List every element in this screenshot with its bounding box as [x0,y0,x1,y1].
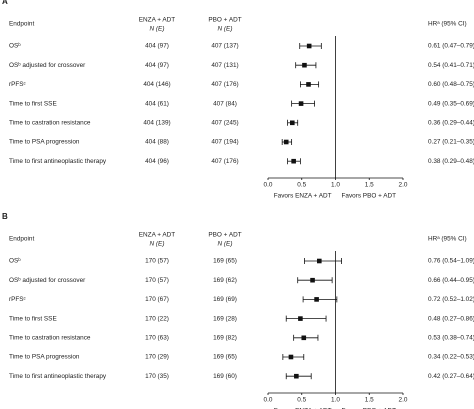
endpoint-label: OSᵇ adjusted for crossover [9,277,86,284]
column-subheader: N (E) [150,26,165,33]
arm1-count: 170 (22) [145,315,169,322]
hr-point [288,354,294,360]
x-tick-label: 1.0 [331,182,340,189]
favors-right: Favors PBO + ADT [342,193,397,200]
hr-label: 0.27 (0.21–0.35) [428,139,474,146]
hr-label: 0.36 (0.29–0.44) [428,119,474,126]
column-subheader: N (E) [150,241,165,248]
hr-point [283,139,289,145]
x-tick-label: 1.5 [365,397,374,404]
column-header: Endpoint [9,236,34,243]
hr-label: 0.76 (0.54–1.09) [428,258,474,265]
arm2-count: 407 (176) [211,158,238,165]
arm2-count: 169 (69) [213,296,237,303]
hr-point [301,335,307,341]
column-header: Endpoint [9,21,34,28]
hr-label: 0.54 (0.41–0.71) [428,62,474,69]
favors-right: Favors PBO + ADT [342,408,397,409]
hr-point [302,62,307,68]
hr-point [298,101,304,106]
hr-label: 0.72 (0.52–1.02) [428,296,474,303]
hr-point [290,120,295,126]
column-subheader: N (E) [218,26,233,33]
endpoint-label: Time to first SSE [9,100,57,107]
column-header: HRᵃ (95% CI) [428,21,467,28]
x-tick-label: 0.5 [297,397,306,404]
arm2-count: 169 (65) [213,258,237,265]
hr-label: 0.42 (0.27–0.64) [428,373,474,380]
arm1-count: 170 (29) [145,354,169,361]
x-tick-label: 1.0 [331,397,340,404]
column-header: ENZA + ADT [139,17,175,24]
column-header: HRᵃ (95% CI) [428,236,467,243]
hr-label: 0.60 (0.48–0.75) [428,81,474,88]
hr-point [298,316,303,321]
hr-label: 0.34 (0.22–0.53) [428,354,474,361]
column-header: PBO + ADT [208,17,241,24]
x-tick-label: 0.5 [297,182,306,189]
endpoint-label: OSᵇ adjusted for crossover [9,62,86,69]
arm2-count: 407 (137) [211,43,238,50]
arm2-count: 169 (60) [213,373,237,380]
arm1-count: 404 (88) [145,139,169,146]
panel-label: B [2,212,8,221]
arm1-count: 404 (146) [143,81,170,88]
hr-label: 0.49 (0.35–0.69) [428,100,474,107]
endpoint-label: rPFSᶜ [9,296,27,303]
endpoint-label: Time to PSA progression [9,354,80,361]
hr-point [306,82,311,87]
arm2-count: 169 (82) [213,334,237,341]
arm1-count: 404 (97) [145,43,169,50]
endpoint-label: rPFSᶜ [9,81,27,88]
x-tick-label: 2.0 [399,397,408,404]
arm2-count: 407 (176) [211,81,238,88]
endpoint-label: Time to castration resistance [9,334,91,341]
endpoint-label: Time to castration resistance [9,119,91,126]
arm1-count: 404 (96) [145,158,169,165]
arm1-count: 170 (67) [145,296,169,303]
hr-label: 0.61 (0.47–0.79) [428,43,474,50]
column-header: PBO + ADT [208,232,241,239]
favors-left: Favors ENZA + ADT [274,193,332,200]
arm1-count: 404 (97) [145,62,169,69]
arm2-count: 407 (245) [211,119,238,126]
hr-point [317,258,322,264]
x-tick-label: 1.5 [365,182,374,189]
arm1-count: 170 (57) [145,258,169,265]
endpoint-label: Time to first antineoplastic therapy [9,373,107,380]
hr-point [310,277,315,283]
endpoint-label: OSᵇ [9,43,21,50]
arm1-count: 170 (57) [145,277,169,284]
hr-point [306,43,312,49]
favors-left: Favors ENZA + ADT [274,408,332,409]
arm1-count: 404 (139) [143,119,170,126]
hr-label: 0.66 (0.44–0.95) [428,277,474,284]
arm1-count: 170 (63) [145,334,169,341]
column-subheader: N (E) [218,241,233,248]
arm1-count: 404 (61) [145,100,169,107]
x-tick-label: 0.0 [264,397,273,404]
x-tick-label: 2.0 [399,182,408,189]
arm2-count: 407 (131) [211,62,238,69]
x-tick-label: 0.0 [264,182,273,189]
endpoint-label: Time to first SSE [9,315,57,322]
hr-point [291,158,296,164]
arm1-count: 170 (35) [145,373,169,380]
arm2-count: 169 (62) [213,277,237,284]
endpoint-label: OSᵇ [9,258,21,265]
arm2-count: 169 (65) [213,354,237,361]
hr-label: 0.53 (0.38–0.74) [428,334,474,341]
arm2-count: 407 (194) [211,139,238,146]
hr-point [294,373,299,379]
arm2-count: 407 (84) [213,100,237,107]
hr-label: 0.48 (0.27–0.86) [428,315,474,322]
endpoint-label: Time to PSA progression [9,139,80,146]
arm2-count: 169 (28) [213,315,237,322]
panel-label: A [2,0,8,6]
endpoint-label: Time to first antineoplastic therapy [9,158,107,165]
column-header: ENZA + ADT [139,232,175,239]
hr-label: 0.38 (0.29–0.48) [428,158,474,165]
hr-point [314,297,319,302]
